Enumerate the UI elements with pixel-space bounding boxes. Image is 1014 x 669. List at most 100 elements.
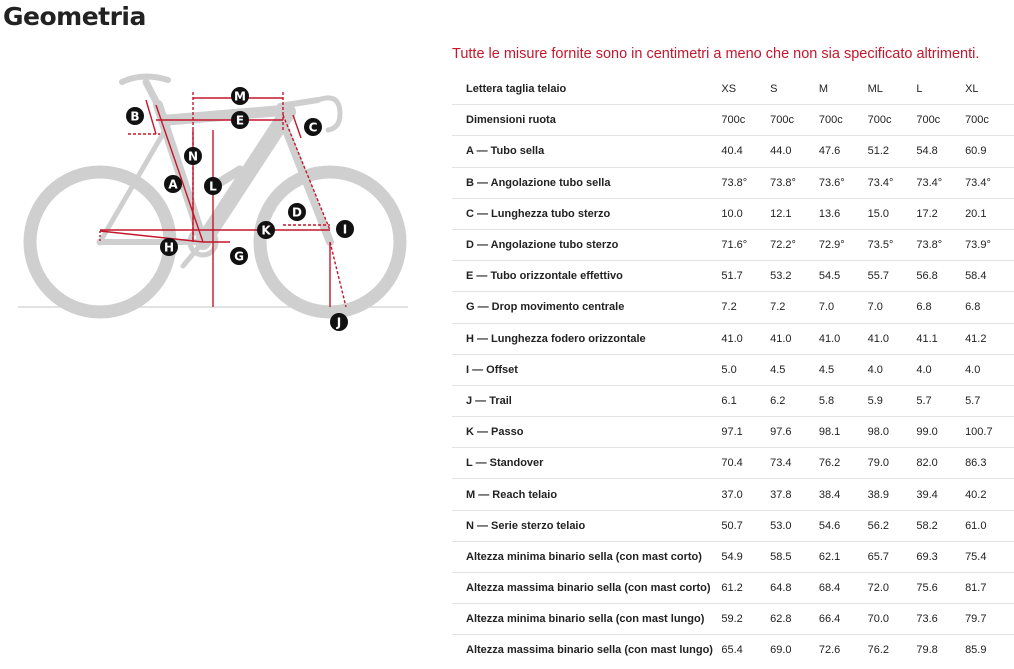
row-value-xl: 4.0 bbox=[965, 353, 1014, 386]
row-value-ml: 700c bbox=[867, 104, 917, 136]
header-label: Lettera taglia telaio bbox=[466, 83, 567, 96]
svg-text:M: M bbox=[234, 90, 246, 104]
stem bbox=[277, 97, 321, 109]
marker-h: H bbox=[160, 238, 178, 256]
row-value-xs: 59.2 bbox=[721, 603, 771, 635]
row-value-xs: 40.4 bbox=[721, 135, 771, 168]
row-value-xs: 73.8° bbox=[721, 166, 771, 199]
row-value-xs: 65.4 bbox=[721, 634, 771, 666]
svg-text:L: L bbox=[209, 180, 217, 194]
row-value-ml: 79.0 bbox=[867, 447, 917, 479]
row-value-xl: 81.7 bbox=[965, 571, 1014, 604]
row-value-ml: 73.5° bbox=[867, 228, 917, 261]
row-value-ml: 70.0 bbox=[867, 603, 917, 635]
table-row: A — Tubo sella 40.4 44.0 47.6 51.2 54.8 60.9 bbox=[452, 135, 1014, 168]
row-value-ml: 65.7 bbox=[867, 540, 917, 573]
row-value-ml: 5.9 bbox=[867, 384, 917, 417]
seat-mast bbox=[142, 78, 167, 119]
table-row: Altezza minima binario sella (con mast l… bbox=[452, 603, 1014, 635]
row-label: M — Reach telaio bbox=[452, 478, 722, 511]
table-row: M — Reach telaio 37.0 37.8 38.4 38.9 39.4 40.2 bbox=[452, 478, 1014, 511]
front-wheel bbox=[253, 165, 407, 319]
table-row: Altezza massima binario sella (con mast … bbox=[452, 571, 1014, 604]
row-value-l: 4.0 bbox=[916, 353, 966, 386]
row-value-s: 62.8 bbox=[770, 603, 819, 635]
row-label: J — Trail bbox=[452, 384, 722, 417]
row-value-s: 97.6 bbox=[770, 416, 819, 448]
row-value-ml: 51.2 bbox=[867, 135, 917, 168]
row-value-xs: 10.0 bbox=[721, 197, 771, 230]
crank-arm bbox=[180, 239, 206, 269]
row-label: D — Angolazione tubo sterzo bbox=[452, 228, 722, 261]
row-value-xl: 100.7 bbox=[965, 416, 1014, 448]
marker-g: G bbox=[230, 247, 248, 265]
row-label: E — Tubo orizzontale effettivo bbox=[452, 260, 722, 292]
table-row: Dimensioni ruota 700c 700c 700c 700c 700c 700c bbox=[452, 104, 1014, 136]
row-value-xs: 37.0 bbox=[721, 478, 771, 511]
row-label: B — Angolazione tubo sella bbox=[452, 166, 722, 199]
row-value-xl: 60.9 bbox=[965, 135, 1014, 168]
row-value-m: 73.6° bbox=[818, 166, 868, 199]
row-value-l: 54.8 bbox=[916, 135, 966, 168]
row-value-xl: 61.0 bbox=[965, 509, 1014, 542]
marker-n: N bbox=[184, 147, 202, 165]
row-value-l: 73.6 bbox=[916, 603, 966, 635]
row-value-m: 700c bbox=[818, 104, 868, 136]
row-value-s: 7.2 bbox=[770, 291, 819, 323]
svg-text:C: C bbox=[309, 121, 318, 135]
row-value-m: 38.4 bbox=[818, 478, 868, 511]
row-value-s: 12.1 bbox=[770, 197, 819, 230]
row-value-l: 56.8 bbox=[916, 260, 966, 292]
marker-d: D bbox=[288, 203, 306, 221]
row-value-xl: 86.3 bbox=[965, 447, 1014, 479]
row-label: Altezza minima binario sella (con mast l… bbox=[452, 603, 722, 635]
row-value-l: 41.1 bbox=[916, 322, 966, 355]
row-value-ml: 55.7 bbox=[867, 260, 917, 292]
row-value-m: 72.6 bbox=[818, 634, 868, 666]
svg-text:E: E bbox=[236, 114, 244, 128]
row-value-s: 41.0 bbox=[770, 322, 819, 355]
row-label: G — Drop movimento centrale bbox=[452, 291, 722, 323]
row-value-m: 54.5 bbox=[818, 260, 868, 292]
size-header-ml: ML bbox=[867, 83, 883, 96]
measure-line-h bbox=[99, 230, 204, 243]
frame-top-tube bbox=[162, 104, 294, 126]
measure-line-a bbox=[155, 104, 204, 243]
table-row: E — Tubo orizzontale effettivo 51.7 53.2 54… bbox=[452, 260, 1014, 292]
row-value-m: 54.6 bbox=[818, 509, 868, 542]
marker-e: E bbox=[231, 111, 249, 129]
size-header-s: S bbox=[770, 83, 778, 96]
row-value-xl: 20.1 bbox=[965, 197, 1014, 230]
table-row: K — Passo 97.1 97.6 98.1 98.0 99.0 100.7 bbox=[452, 416, 1014, 448]
row-value-s: 69.0 bbox=[770, 634, 819, 666]
size-header-xl: XL bbox=[965, 83, 979, 96]
row-label: I — Offset bbox=[452, 353, 722, 386]
row-label: Dimensioni ruota bbox=[452, 104, 722, 136]
row-value-xs: 7.2 bbox=[721, 291, 771, 323]
row-value-ml: 41.0 bbox=[867, 322, 917, 355]
row-value-l: 73.8° bbox=[916, 228, 966, 261]
row-value-xl: 79.7 bbox=[965, 603, 1014, 635]
svg-text:D: D bbox=[292, 206, 302, 220]
row-label: L — Standover bbox=[452, 447, 722, 479]
marker-k: K bbox=[257, 221, 275, 239]
handlebar bbox=[315, 95, 343, 133]
row-value-s: 53.2 bbox=[770, 260, 819, 292]
marker-b: B bbox=[126, 107, 144, 125]
svg-text:I: I bbox=[343, 223, 347, 237]
row-value-xl: 5.7 bbox=[965, 384, 1014, 417]
row-value-s: 73.4 bbox=[770, 447, 819, 479]
table-row: H — Lunghezza fodero orizzontale 41.0 41.0… bbox=[452, 322, 1014, 355]
row-value-l: 75.6 bbox=[916, 571, 966, 604]
row-value-xl: 73.9° bbox=[965, 228, 1014, 261]
row-value-xs: 5.0 bbox=[721, 353, 771, 386]
row-value-s: 4.5 bbox=[770, 353, 819, 386]
table-row: N — Serie sterzo telaio 50.7 53.0 54.6 56.2 5… bbox=[452, 509, 1014, 542]
row-value-xl: 73.4° bbox=[965, 166, 1014, 199]
row-value-m: 5.8 bbox=[818, 384, 868, 417]
marker-j: J bbox=[330, 313, 348, 331]
row-value-l: 39.4 bbox=[916, 478, 966, 511]
svg-text:A: A bbox=[168, 178, 178, 192]
row-value-ml: 38.9 bbox=[867, 478, 917, 511]
row-label: Altezza minima binario sella (con mast c… bbox=[452, 540, 722, 573]
